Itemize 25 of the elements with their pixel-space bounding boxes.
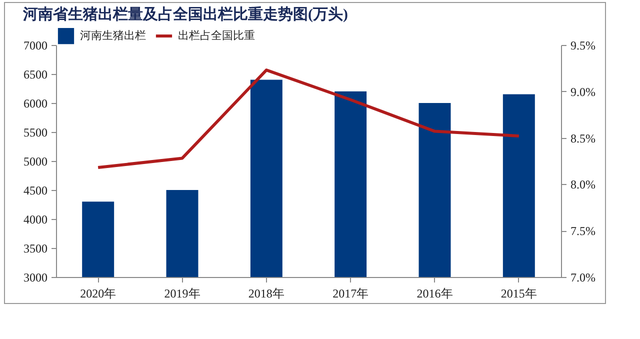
- chart-title: 河南省生猪出栏量及占全国出栏比重走势图(万头): [22, 6, 348, 23]
- y2-tick-label: 9.0%: [570, 84, 596, 99]
- x-tick-label: 2017年: [332, 286, 369, 300]
- y-tick-label: 7000: [24, 38, 48, 52]
- x-tick-label: 2019年: [164, 286, 200, 300]
- y-tick-label: 4500: [24, 184, 48, 198]
- y2-tick-label: 7.0%: [570, 270, 596, 284]
- y-tick-label: 6000: [24, 96, 48, 110]
- y-tick-label: 6500: [24, 68, 48, 82]
- y-tick-label: 3000: [24, 270, 48, 284]
- x-tick-label: 2020年: [80, 286, 116, 300]
- y2-tick-label: 9.5%: [570, 38, 596, 52]
- y-tick-label: 5500: [24, 126, 48, 140]
- y-tick-label: 4000: [24, 212, 48, 226]
- y2-tick-label: 7.5%: [570, 224, 596, 238]
- y-tick-label: 5000: [24, 154, 48, 168]
- x-tick-label: 2015年: [500, 286, 537, 300]
- line-series: [96, 68, 520, 169]
- y2-tick-label: 8.5%: [570, 131, 596, 146]
- y2-tick-label: 8.0%: [570, 178, 596, 192]
- legend-label: 出栏占全国比重: [178, 29, 255, 42]
- legend-label: 河南生猪出栏: [80, 29, 146, 42]
- y-tick-label: 3500: [24, 242, 48, 256]
- x-tick-label: 2018年: [248, 286, 284, 300]
- x-tick-label: 2016年: [416, 286, 453, 300]
